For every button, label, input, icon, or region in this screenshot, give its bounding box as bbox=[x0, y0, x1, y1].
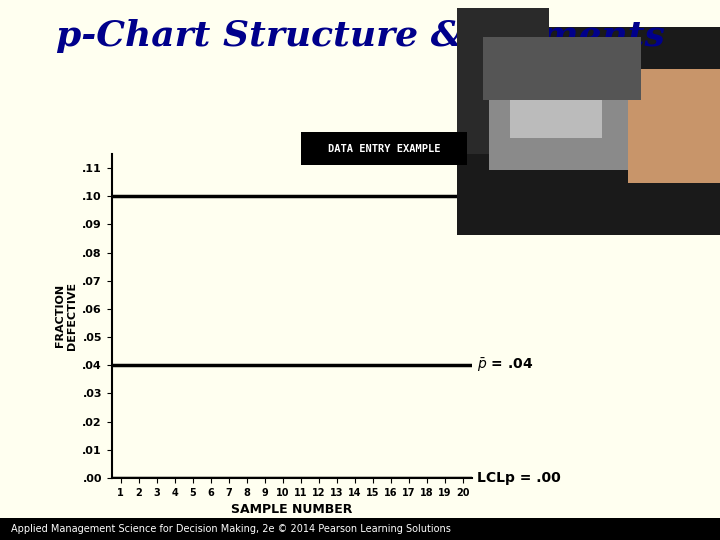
X-axis label: SAMPLE NUMBER: SAMPLE NUMBER bbox=[231, 503, 352, 516]
Text: DATA ENTRY EXAMPLE: DATA ENTRY EXAMPLE bbox=[328, 144, 440, 153]
Text: UCLp = .10: UCLp = .10 bbox=[477, 189, 563, 203]
Text: $\bar{p}$ = .04: $\bar{p}$ = .04 bbox=[477, 356, 533, 374]
Text: p-Chart Structure & Elements: p-Chart Structure & Elements bbox=[55, 19, 665, 53]
Text: LCLp = .00: LCLp = .00 bbox=[477, 471, 561, 485]
Text: Applied Management Science for Decision Making, 2e © 2014 Pearson Learning Solut: Applied Management Science for Decision … bbox=[11, 524, 451, 534]
Y-axis label: FRACTION
DEFECTIVE: FRACTION DEFECTIVE bbox=[55, 282, 76, 350]
